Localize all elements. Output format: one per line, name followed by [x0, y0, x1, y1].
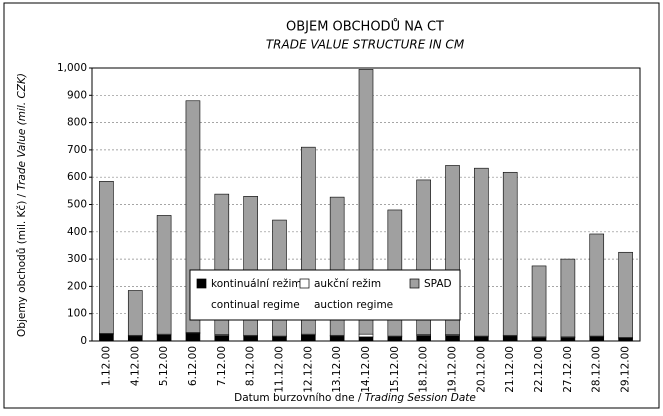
x-tick-label: 14.12.00	[360, 346, 372, 393]
y-axis-label: Objemy obchodů (mil. Kč) / Trade Value (…	[16, 73, 28, 337]
x-label-en: Trading Session Date	[365, 392, 476, 404]
x-tick-label: 13.12.00	[331, 346, 343, 393]
legend-swatch	[409, 278, 420, 289]
legend-label: SPAD	[424, 278, 452, 290]
x-tick-label: 15.12.00	[389, 346, 401, 393]
y-tick-label: 1,000	[57, 62, 87, 74]
x-tick-label: 11.12.00	[273, 346, 285, 393]
bar-segment	[502, 335, 518, 342]
bar-segment	[560, 337, 576, 342]
bar-segment	[445, 335, 460, 342]
bar-segment	[99, 333, 114, 342]
bar-segment	[618, 337, 633, 342]
y-label-cz: Objemy obchodů (mil. Kč) /	[16, 190, 28, 337]
bar-segment	[358, 336, 374, 342]
x-tick-label: 19.12.00	[447, 346, 459, 393]
chart-subtitle: TRADE VALUE STRUCTURE IN CM	[266, 38, 465, 52]
y-tick-label: 700	[67, 144, 87, 156]
bar-segment	[358, 333, 374, 338]
x-tick-label: 12.12.00	[302, 346, 314, 393]
x-tick-label: 22.12.00	[533, 346, 545, 393]
y-tick-label: 900	[67, 89, 87, 101]
bar-segment	[474, 336, 489, 342]
legend-label: kontinuální režim	[211, 278, 302, 290]
bar-segment	[301, 334, 316, 342]
bar-segment	[243, 335, 258, 342]
bar-segment	[99, 180, 114, 334]
x-tick-label: 29.12.00	[620, 346, 632, 393]
bar-segment	[560, 258, 576, 338]
legend-swatch	[299, 278, 310, 289]
x-tick-label: 8.12.00	[245, 346, 257, 386]
x-tick-label: 27.12.00	[562, 346, 574, 393]
y-tick-label: 800	[67, 117, 87, 129]
x-tick-label: 5.12.00	[158, 346, 170, 386]
legend-box	[189, 269, 461, 321]
bar-segment	[329, 335, 345, 342]
y-tick-label: 200	[67, 280, 87, 292]
x-tick-label: 4.12.00	[129, 346, 141, 386]
legend-swatch	[196, 278, 207, 289]
bar-segment	[272, 336, 287, 342]
legend: kontinuální režim continual regime aukční …	[189, 269, 461, 321]
bar-segment	[127, 335, 143, 342]
legend-label-en: auction regime	[314, 299, 393, 311]
bar-segment	[156, 215, 172, 335]
x-tick-label: 21.12.00	[504, 346, 516, 393]
y-tick-label: 600	[67, 171, 87, 183]
y-tick-label: 400	[67, 226, 87, 238]
bar-segment	[416, 335, 431, 342]
bar-segment	[502, 171, 518, 336]
y-tick-label: 300	[67, 253, 87, 265]
y-tick-label: 0	[80, 335, 87, 347]
x-label-cz: Datum burzovního dne /	[234, 392, 365, 404]
x-tick-label: 1.12.00	[100, 346, 112, 386]
bar-segment	[618, 251, 633, 338]
x-tick-label: 6.12.00	[187, 346, 199, 386]
legend-label: aukční režim	[314, 278, 381, 290]
bar-segment	[474, 167, 489, 337]
bar-segment	[589, 233, 605, 337]
x-tick-label: 28.12.00	[591, 346, 603, 393]
x-tick-label: 7.12.00	[216, 346, 228, 386]
y-tick-label: 500	[67, 199, 87, 211]
x-tick-label: 20.12.00	[475, 346, 487, 393]
bar-segment	[531, 265, 547, 338]
bar-segment	[387, 336, 403, 342]
bar-segment	[127, 290, 143, 336]
bar-segment	[156, 334, 172, 342]
y-label-en: Trade Value (mil. CZK)	[16, 73, 28, 190]
legend-label-en: continual regime	[211, 299, 300, 311]
bar-segment	[185, 333, 201, 342]
x-tick-label: 18.12.00	[418, 346, 430, 393]
y-tick-label: 100	[67, 308, 87, 320]
x-axis-label: Datum burzovního dne / Trading Session D…	[234, 392, 476, 404]
bar-segment	[589, 336, 605, 342]
bar-segment	[214, 335, 230, 342]
chart-title: OBJEM OBCHODŮ NA CT	[286, 19, 444, 35]
bar-segment	[358, 69, 374, 335]
bar-segment	[531, 337, 547, 342]
